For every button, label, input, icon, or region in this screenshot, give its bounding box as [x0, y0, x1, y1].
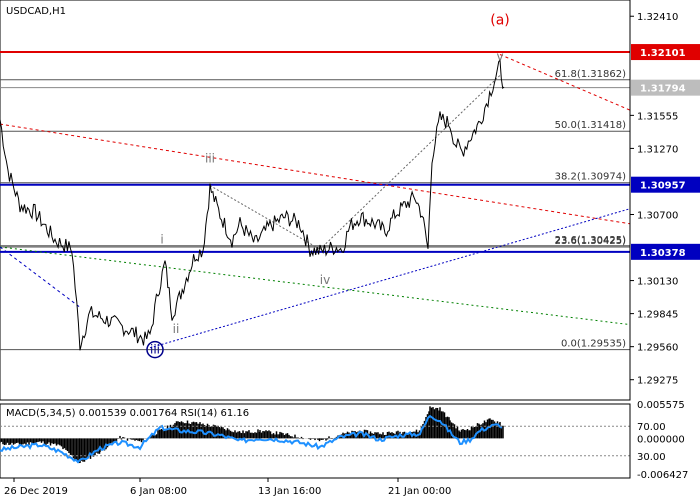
trend-line [0, 123, 631, 225]
macd-title: MACD(5,34,5) 0.001539 0.001764 RSI(14) 6… [6, 408, 249, 419]
price-tick-label: 1.29560 [637, 343, 678, 354]
level-tag [631, 243, 700, 260]
trend-line [209, 185, 321, 250]
level-tag-label: 1.30378 [640, 248, 686, 259]
macd-axis-label: 0.000000 [637, 434, 685, 445]
fib-label: 61.8(1.31862) [555, 69, 627, 80]
wave-label: ii [173, 322, 180, 336]
price-tick-label: 1.30130 [637, 277, 678, 288]
fibonacci-levels: 61.8(1.31862) 50.0(1.31418) 38.2(1.30974) 2… [0, 69, 630, 351]
wave-label: i [160, 232, 163, 246]
time-label: 21 Jan 00:00 [388, 486, 451, 497]
wave-circle [146, 340, 164, 359]
trend-line [0, 246, 631, 326]
price-tick-label: 1.30700 [637, 210, 678, 221]
price-panel-frame [0, 0, 631, 401]
rsi-line [0, 414, 503, 464]
wave-label: v [496, 49, 503, 63]
macd-axis-label: 70.00 [637, 422, 666, 433]
fib-label: 0.0(1.29535) [561, 339, 626, 350]
fib-label: 23.6(1.30425) [555, 236, 627, 247]
wave-label: iii [205, 151, 215, 165]
level-tag [631, 176, 700, 193]
chart-title: USDCAD,H1 [6, 6, 66, 17]
price-tick-label: 1.32410 [637, 12, 678, 23]
macd-panel: MACD(5,34,5) 0.001539 0.001764 RSI(14) 6… [0, 400, 688, 481]
trend-lines [0, 54, 631, 349]
time-label: 13 Jan 16:00 [258, 486, 321, 497]
macd-axis-label: -0.006427 [637, 470, 688, 481]
price-axis: 1.32410 1.31555 1.31270 1.30700 1.30130 1.298… [629, 0, 700, 400]
price-tick-label: 1.31555 [637, 111, 678, 122]
level-tag [631, 44, 700, 61]
price-series [0, 58, 505, 351]
price-tick-label: 1.31270 [637, 144, 678, 155]
level-tag-label: 1.32101 [640, 48, 686, 59]
fib-label: 50.0(1.31418) [555, 120, 627, 131]
price-line [0, 58, 505, 351]
trend-line [0, 246, 81, 308]
fib-label: 38.2(1.30974) [555, 172, 627, 183]
level-tag-label: 1.31794 [640, 84, 686, 95]
price-tick-label: 1.29845 [637, 310, 678, 321]
macd-axis-label: 30.00 [637, 452, 666, 463]
price-tick-label: 1.29275 [637, 376, 678, 387]
trend-line [149, 208, 631, 349]
level-tag [631, 79, 700, 96]
wave-label: iv [320, 273, 330, 287]
wave-label: (a) [490, 12, 510, 28]
fib-label: 23.6(1.30425) [555, 235, 627, 246]
macd-axis-label: 0.005575 [637, 400, 685, 411]
trend-line [319, 75, 501, 250]
time-axis: 26 Dec 2019 6 Jan 08:00 13 Jan 16:00 21 Jan… [4, 478, 451, 497]
level-tag-label: 1.30957 [640, 181, 686, 192]
time-label: 6 Jan 08:00 [130, 486, 187, 497]
wave-label: iii [150, 343, 160, 357]
price-panel: USDCAD,H1 61.8(1.31862) 50.0(1.31418) 38.2… [0, 0, 631, 401]
time-label: 26 Dec 2019 [4, 486, 68, 497]
